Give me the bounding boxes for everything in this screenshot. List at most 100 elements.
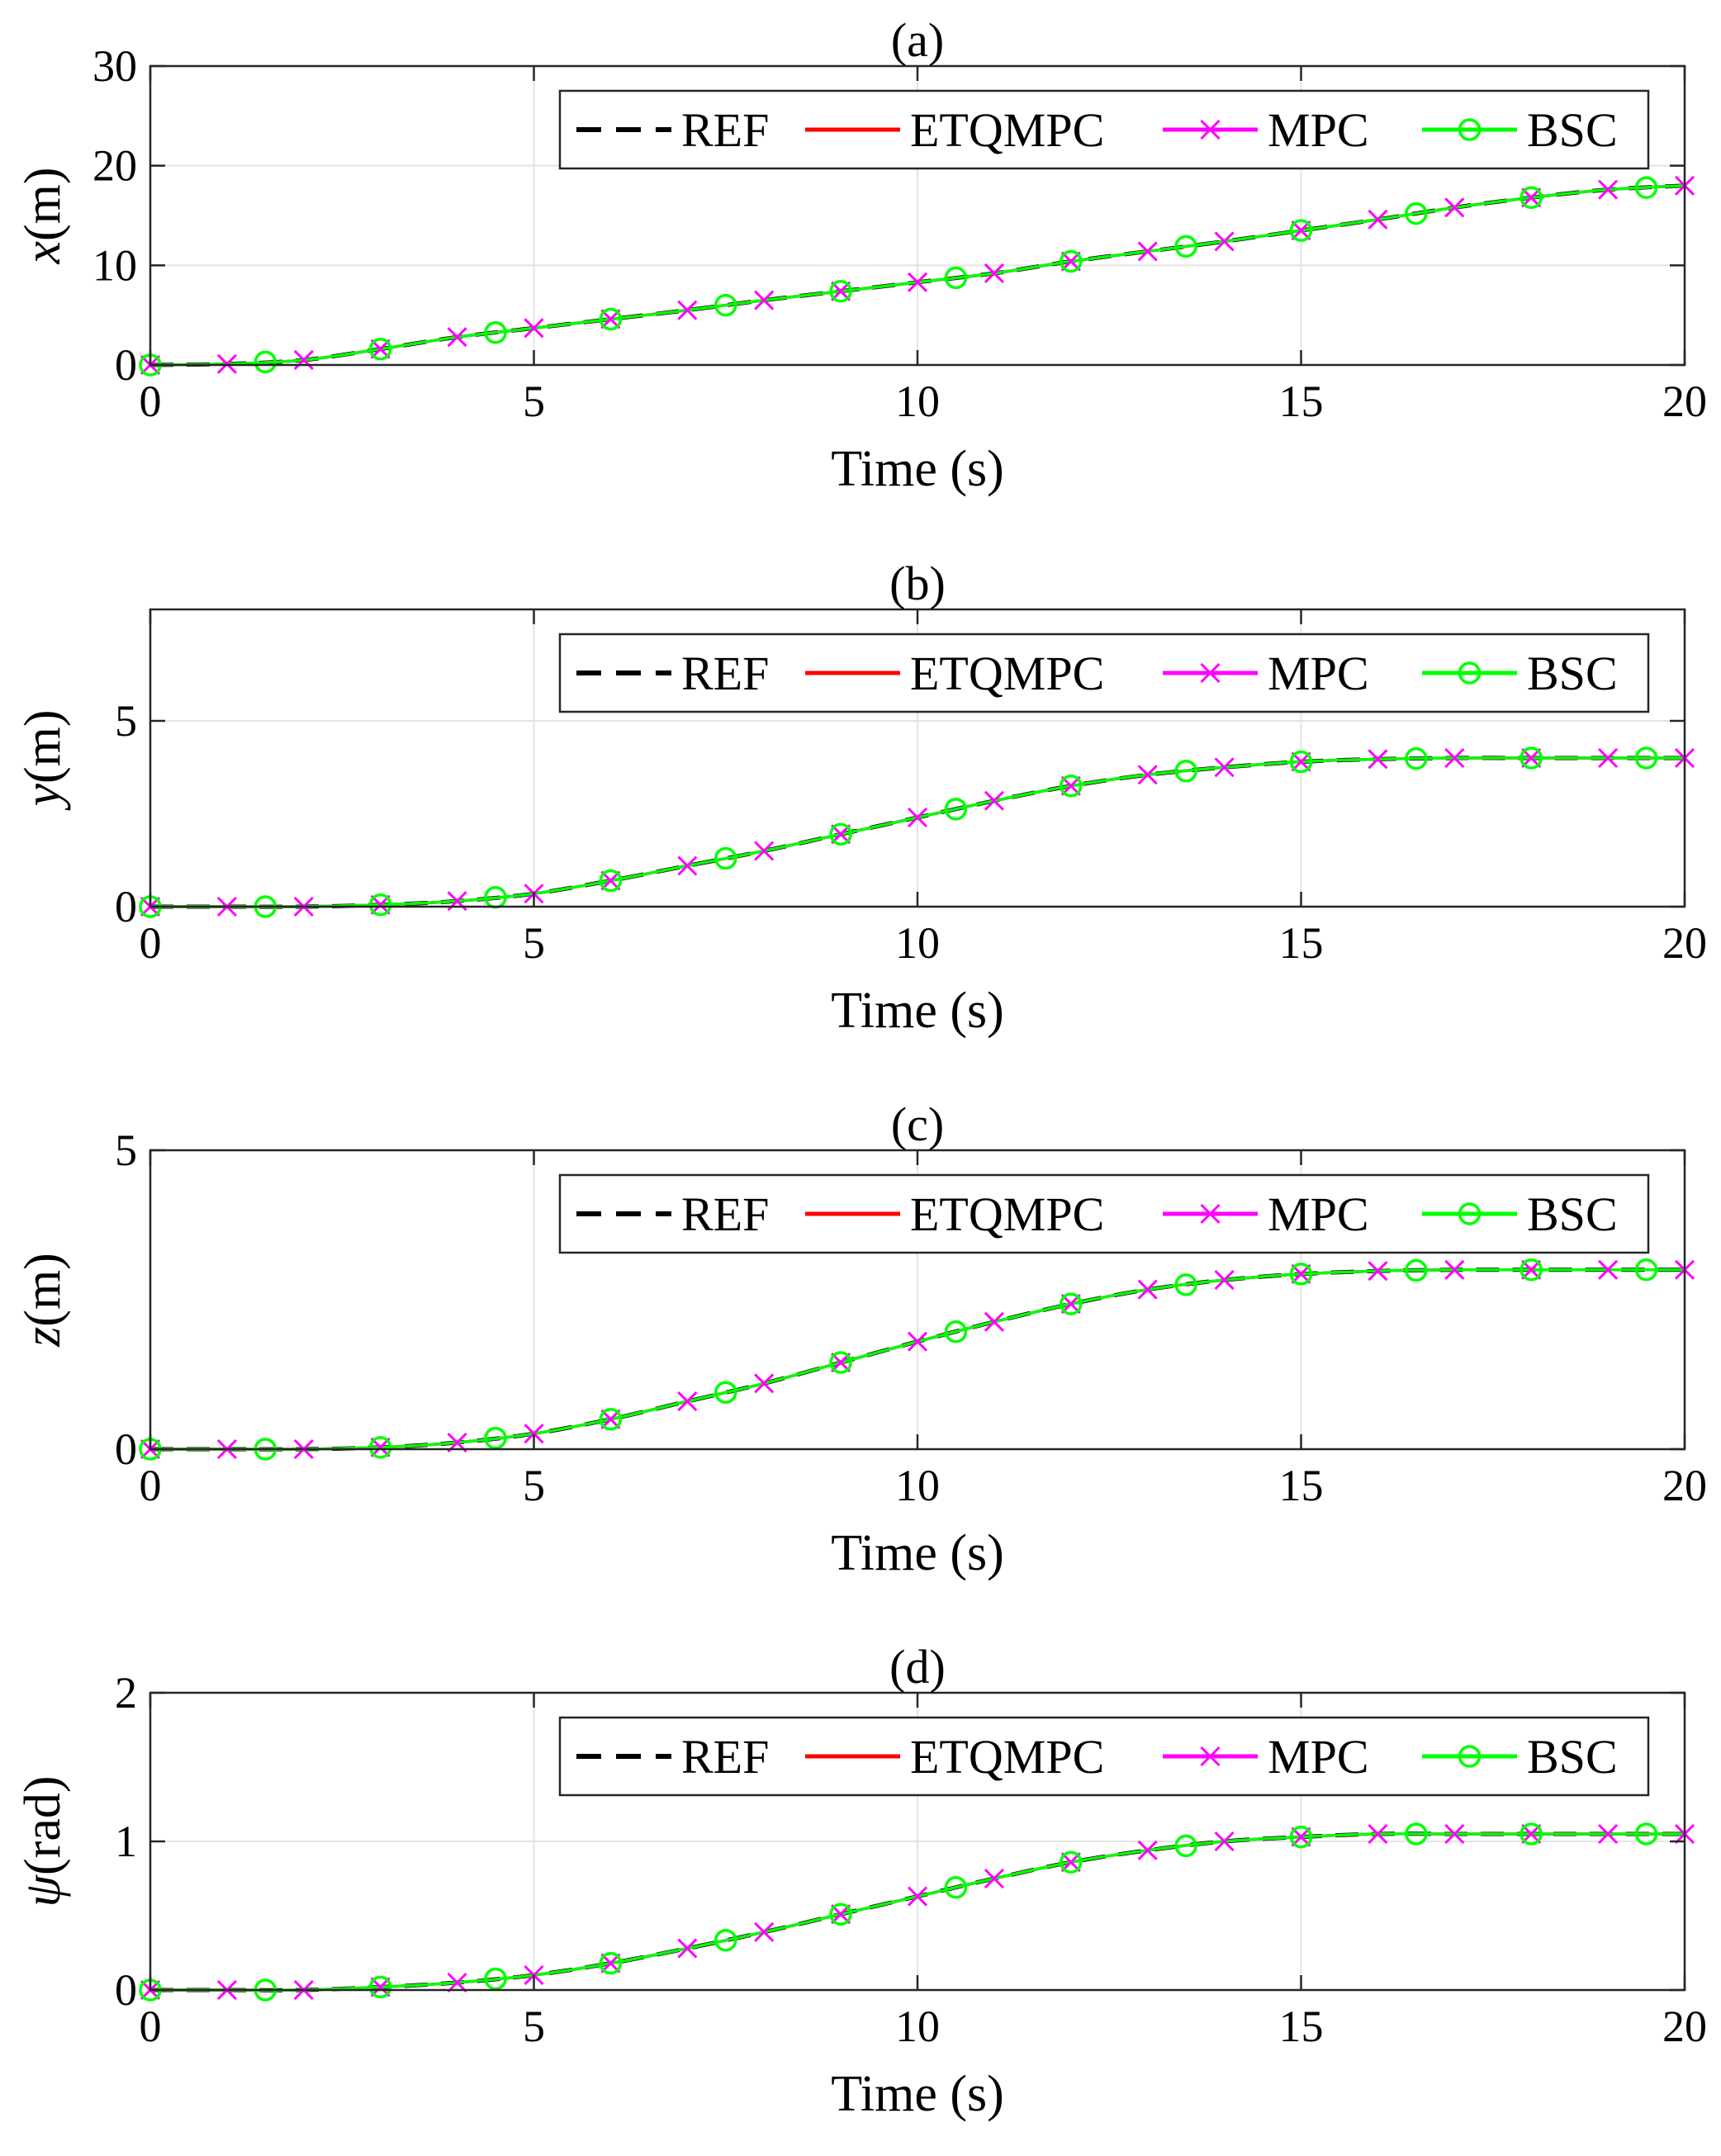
y-axis-label-var: z [15,1327,71,1348]
legend-entry-ref: REF [576,1187,769,1241]
legend-label-etqmpc: ETQMPC [910,103,1104,157]
marker-x-mpc [754,841,775,861]
x-tick-label: 10 [895,377,940,426]
y-axis-label: x(m) [15,167,71,264]
legend-label-bsc: BSC [1527,1730,1618,1784]
marker-o-bsc [714,1381,737,1404]
marker-o-bsc [484,1967,507,1991]
marker-x-mpc [447,327,467,348]
chart-title: (a) [891,13,944,67]
legend-marker-x [1200,1203,1221,1225]
marker-o-bsc [1520,186,1543,210]
marker-o-bsc [944,798,968,821]
legend-entry-bsc: BSC [1422,1187,1618,1241]
legend-entry-ref: REF [576,1730,769,1784]
y-axis-label-unit: (m) [15,1253,71,1327]
marker-x-mpc [1214,1831,1235,1852]
marker-o-bsc [714,293,737,317]
marker-x-mpc [754,1921,775,1942]
x-tick-label: 15 [1279,377,1324,426]
legend-entry-etqmpc: ETQMPC [805,647,1104,700]
marker-o-bsc [1405,1258,1428,1282]
marker-o-bsc [829,1351,852,1374]
x-tick-label: 10 [895,918,940,968]
marker-x-mpc [1444,747,1465,769]
marker-o-bsc [944,1320,968,1343]
legend-marker-x [1200,1746,1221,1767]
chart-panel-d: 0 5 10 15 20 0 1 2 (d) Time (s) ψ(rad) REF ETQMPC MPC… [15,1640,1707,2122]
marker-o-bsc [1634,176,1658,199]
marker-x-mpc [293,349,314,371]
legend-label-bsc: BSC [1527,1187,1618,1241]
legend-marker-x [1200,662,1221,684]
y-axis-label-unit: (m) [15,709,71,784]
marker-o-bsc [599,1408,623,1431]
marker-x-mpc [1598,1823,1619,1845]
marker-x-mpc [1137,1279,1158,1300]
chart-title: (b) [889,557,946,610]
x-axis-label: Time (s) [831,983,1004,1039]
legend-label-ref: REF [681,1187,769,1241]
marker-x-mpc [1368,749,1388,770]
marker-x-mpc [907,272,928,292]
legend-entry-bsc: BSC [1422,103,1618,157]
chart-panel-a: 0 5 10 15 20 0 10 20 30 (a) Time (s) x(m) REF ETQMPC M… [15,13,1707,497]
x-axis-label: Time (s) [831,2066,1004,2122]
marker-x-mpc [1444,1259,1465,1280]
marker-o-bsc [1174,760,1197,783]
legend-entry-ref: REF [576,647,769,700]
marker-o-bsc [1634,746,1658,770]
legend-label-bsc: BSC [1527,103,1618,157]
legend-entry-bsc: BSC [1422,647,1618,700]
x-tick-label: 15 [1279,918,1324,968]
marker-x-mpc [1368,209,1388,230]
marker-o-bsc [1520,1822,1543,1846]
legend-entry-etqmpc: ETQMPC [805,1187,1104,1241]
legend-entry-etqmpc: ETQMPC [805,103,1104,157]
marker-o-bsc [1405,1822,1428,1846]
marker-o-bsc [944,1876,968,1899]
chart-title: (c) [891,1097,944,1151]
marker-x-mpc [754,290,775,310]
marker-o-bsc [368,1436,392,1459]
legend-label-mpc: MPC [1268,647,1369,700]
chart-panel-c: 0 5 10 15 20 0 5 (c) Time (s) z(m) REF ETQMPC MPC BSC [15,1097,1707,1581]
marker-o-bsc [1289,750,1313,774]
marker-o-bsc [714,1928,737,1952]
y-tick-label: 0 [115,340,137,390]
marker-o-bsc [829,279,852,303]
marker-o-bsc [1289,219,1313,242]
marker-o-bsc [599,869,623,893]
marker-o-bsc [829,822,852,846]
marker-x-mpc [907,807,928,828]
marker-o-bsc [1634,1258,1658,1282]
marker-o-bsc [1405,746,1428,770]
marker-o-bsc [1060,1292,1083,1315]
legend-marker-o [1458,661,1482,685]
x-tick-label: 5 [523,377,545,426]
series-group [139,746,1695,918]
marker-x-mpc [984,790,1004,811]
series-group [139,1822,1695,2002]
marker-o-bsc [1520,746,1543,770]
legend-label-bsc: BSC [1527,647,1618,700]
legend-marker-o [1458,118,1482,141]
legend: REF ETQMPC MPC BSC [558,89,1650,170]
x-tick-label: 15 [1279,1461,1324,1510]
y-tick-label: 2 [115,1668,137,1718]
x-tick-label: 0 [140,2002,162,2051]
y-tick-label: 20 [92,141,137,191]
marker-x-mpc [677,1391,698,1412]
y-axis-label: ψ(rad) [15,1776,71,1907]
legend-label-ref: REF [681,1730,769,1784]
x-tick-label: 15 [1279,2002,1324,2051]
y-tick-label: 5 [115,1125,137,1175]
marker-o-bsc [1634,1822,1658,1846]
y-axis-label-var: ψ [15,1874,71,1907]
marker-x-mpc [677,300,698,320]
marker-o-bsc [1289,1825,1313,1849]
marker-x-mpc [1598,1259,1619,1280]
x-tick-label: 20 [1662,377,1707,426]
marker-x-mpc [677,1938,698,1959]
marker-o-bsc [714,846,737,870]
